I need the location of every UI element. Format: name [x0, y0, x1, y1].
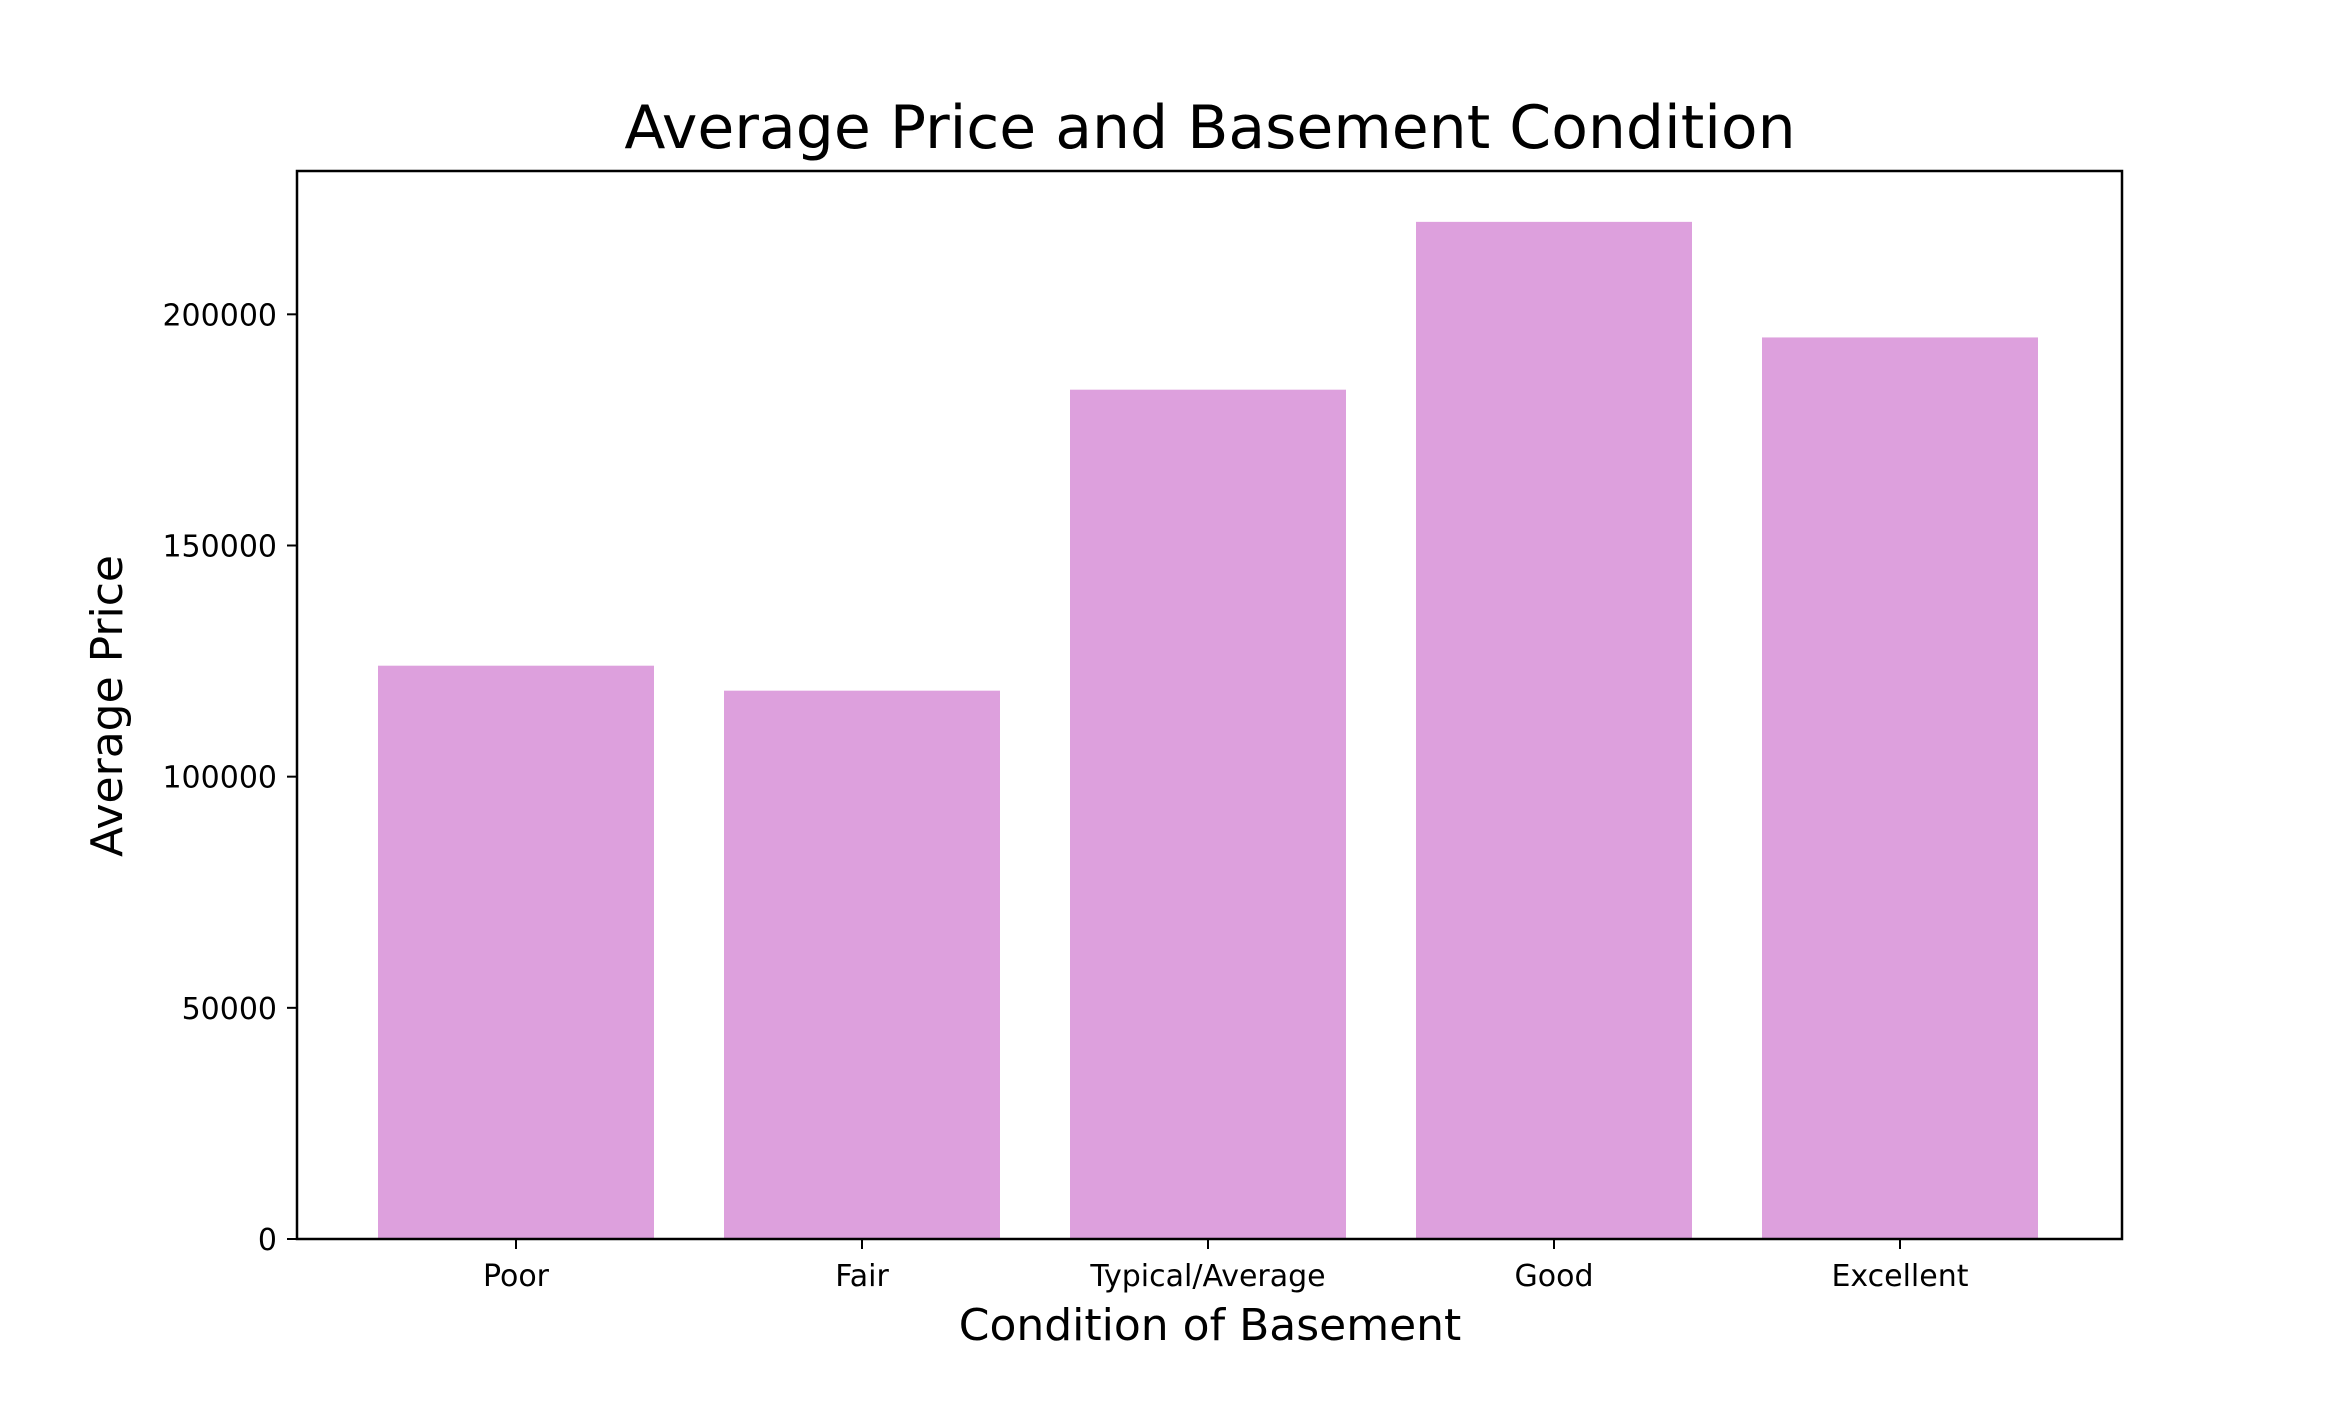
y-tick-label: 50000	[182, 992, 277, 1027]
y-axis-label: Average Price	[82, 555, 133, 857]
x-tick-label: Fair	[835, 1259, 889, 1294]
y-axis-ticks: 0 50000 100000 150000 200000	[162, 298, 297, 1258]
x-axis-label: Condition of Basement	[959, 1300, 1462, 1351]
y-tick-label: 150000	[162, 529, 277, 564]
x-tick-label: Typical/Average	[1089, 1259, 1325, 1294]
bar-poor	[378, 665, 654, 1239]
x-tick-label: Good	[1515, 1259, 1594, 1294]
bar-fair	[724, 690, 1000, 1239]
y-tick-label: 100000	[162, 761, 277, 796]
bar-typical-average	[1070, 389, 1346, 1240]
y-tick-label: 200000	[162, 298, 277, 333]
chart-title: Average Price and Basement Condition	[624, 93, 1795, 163]
plot-frame	[295, 169, 2124, 1241]
y-tick-label: 0	[258, 1223, 277, 1258]
bar-excellent	[1762, 337, 2038, 1240]
x-axis-ticks: Poor Fair Typical/Average Good Excellent	[483, 1239, 1969, 1294]
x-tick-label: Poor	[483, 1259, 550, 1294]
x-tick-label: Excellent	[1831, 1259, 1968, 1294]
bar-good	[1416, 221, 1692, 1239]
bars-group	[378, 221, 2038, 1240]
